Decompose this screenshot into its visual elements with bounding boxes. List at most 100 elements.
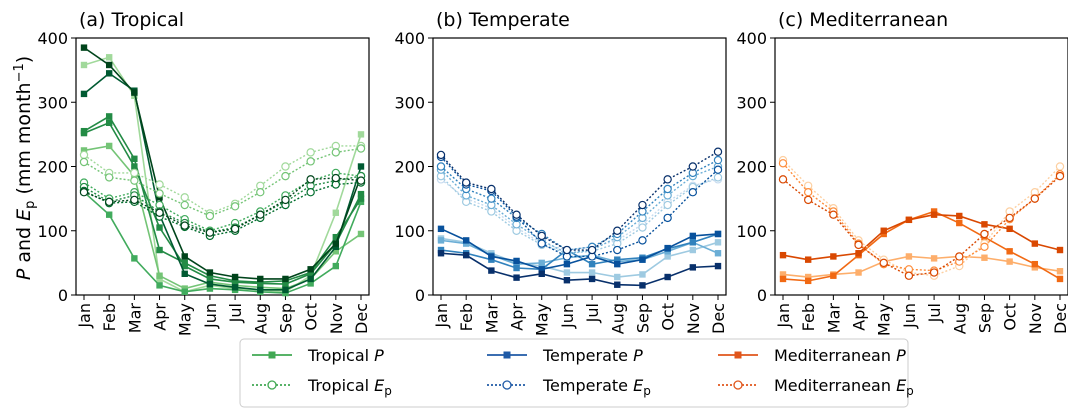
series-line xyxy=(440,252,719,287)
data-point xyxy=(206,280,214,288)
series-p-5 xyxy=(437,250,722,289)
data-point xyxy=(562,245,572,255)
legend-label: Tropical P xyxy=(307,346,384,365)
data-point xyxy=(356,176,366,185)
data-point xyxy=(713,165,723,174)
x-tick-label: Sep xyxy=(975,303,994,333)
y-tick-label: 200 xyxy=(736,158,767,177)
data-point xyxy=(257,275,264,283)
data-point xyxy=(638,236,647,245)
x-tick-label: Jan xyxy=(774,303,793,329)
y-axis-label: P and Ep (mm month−1) xyxy=(12,56,38,280)
data-point xyxy=(206,285,214,292)
series-line xyxy=(83,121,362,285)
data-point xyxy=(131,255,138,262)
data-point xyxy=(689,239,697,246)
data-point xyxy=(131,155,138,162)
data-point xyxy=(955,252,964,261)
x-tick-label: Sep xyxy=(276,303,295,333)
data-point xyxy=(613,245,622,255)
chart-panel-1: (a) Tropical 0 100 200 300 400 Jan Feb Mar Apr May… xyxy=(37,9,371,336)
y-tick-label: 300 xyxy=(736,93,767,112)
data-point xyxy=(1056,268,1064,275)
data-point xyxy=(206,269,214,276)
data-point xyxy=(155,189,164,198)
series-p-2 xyxy=(80,142,365,292)
x-tick-label: Jul xyxy=(226,303,245,323)
data-point xyxy=(256,210,265,219)
data-point xyxy=(663,200,672,210)
data-point xyxy=(537,231,546,241)
data-point xyxy=(462,237,470,244)
data-point xyxy=(538,262,545,270)
data-point xyxy=(930,208,938,215)
data-point xyxy=(879,258,888,268)
series-line xyxy=(83,175,362,233)
data-point xyxy=(804,256,812,263)
data-point xyxy=(437,250,445,257)
data-point xyxy=(332,248,340,255)
data-point xyxy=(639,282,646,289)
y-tick-label: 100 xyxy=(394,222,425,241)
plot-frame xyxy=(774,37,1068,296)
legend: Tropical P Tropical Ep Temperate P Temperat… xyxy=(239,338,914,408)
data-point xyxy=(256,187,265,197)
data-point xyxy=(130,195,139,205)
series-line xyxy=(83,172,362,232)
data-point xyxy=(803,195,813,205)
data-point xyxy=(804,273,812,281)
series-p-1 xyxy=(779,253,1064,281)
data-point xyxy=(714,230,722,238)
y-axis-label-text: P and Ep (mm month−1) xyxy=(12,56,38,280)
data-point xyxy=(105,54,113,61)
series-p-5 xyxy=(80,119,365,288)
data-point xyxy=(437,225,445,233)
panel-title: (b) Temperate xyxy=(436,9,570,31)
data-point xyxy=(714,239,722,246)
data-point xyxy=(538,259,545,267)
y-label-p: P xyxy=(13,268,35,280)
y-label-and: and xyxy=(13,221,35,269)
data-point xyxy=(1031,240,1039,247)
series-line xyxy=(440,159,719,251)
data-point xyxy=(332,243,340,251)
y-tick-label: 200 xyxy=(37,158,68,177)
x-tick-label: Aug xyxy=(950,303,969,334)
x-tick-label: Aug xyxy=(608,303,627,334)
data-point xyxy=(357,163,365,170)
series-line xyxy=(83,181,362,237)
data-point xyxy=(563,277,571,284)
data-point xyxy=(79,157,89,167)
x-tick-label: Jul xyxy=(583,303,602,323)
series-line xyxy=(83,145,361,215)
legend-marker xyxy=(502,380,512,390)
data-point xyxy=(104,173,114,182)
data-point xyxy=(230,202,240,211)
data-point xyxy=(880,227,887,234)
series-ep-6 xyxy=(778,171,1065,280)
data-point xyxy=(855,269,862,276)
data-point xyxy=(131,89,138,96)
data-point xyxy=(487,184,496,194)
data-point xyxy=(664,273,671,281)
data-point xyxy=(281,171,290,181)
data-point xyxy=(181,259,188,267)
y-tick-label: 400 xyxy=(394,29,425,48)
data-point xyxy=(488,253,495,260)
data-point xyxy=(80,90,88,98)
data-point xyxy=(803,187,813,197)
x-tick-label: Apr xyxy=(850,303,869,331)
data-point xyxy=(155,208,164,217)
y-tick-label: 0 xyxy=(415,286,425,305)
series-line xyxy=(83,56,362,293)
data-point xyxy=(1031,264,1039,271)
data-point xyxy=(854,240,863,250)
data-point xyxy=(79,187,89,197)
data-point xyxy=(436,150,446,160)
series-line xyxy=(782,159,1061,277)
series-ep-10 xyxy=(436,152,723,261)
data-point xyxy=(307,280,314,287)
panel-title: (a) Tropical xyxy=(79,9,184,31)
data-point xyxy=(512,210,521,219)
